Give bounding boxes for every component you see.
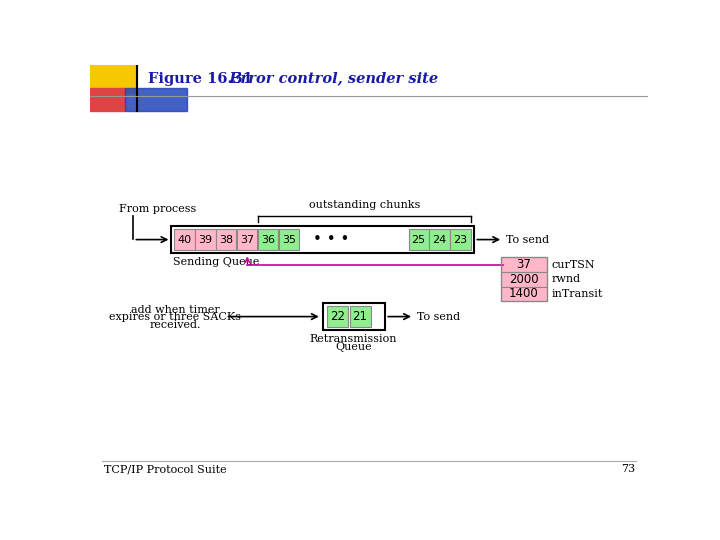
Bar bbox=[500, 257, 547, 272]
Text: 22: 22 bbox=[330, 310, 345, 323]
Text: Error control, sender site: Error control, sender site bbox=[214, 72, 438, 86]
Text: inTransit: inTransit bbox=[551, 289, 603, 299]
Bar bbox=[90, 65, 137, 93]
Bar bbox=[327, 306, 348, 327]
Text: add when timer: add when timer bbox=[131, 305, 220, 315]
Text: 39: 39 bbox=[199, 234, 212, 245]
Text: 2000: 2000 bbox=[509, 273, 539, 286]
Bar bbox=[258, 229, 279, 251]
Text: 73: 73 bbox=[621, 464, 635, 474]
Text: 23: 23 bbox=[454, 234, 467, 245]
Bar bbox=[174, 229, 194, 251]
Bar bbox=[323, 303, 384, 330]
Bar bbox=[238, 229, 258, 251]
Text: Figure 16.31: Figure 16.31 bbox=[148, 72, 253, 86]
Text: Sending Queue: Sending Queue bbox=[173, 257, 259, 267]
Bar bbox=[171, 226, 474, 253]
Text: expires or three SACKs: expires or three SACKs bbox=[109, 312, 241, 322]
Text: 36: 36 bbox=[261, 234, 275, 245]
Bar bbox=[408, 229, 428, 251]
Text: 37: 37 bbox=[240, 234, 254, 245]
Bar bbox=[429, 229, 449, 251]
Bar bbox=[500, 287, 547, 301]
Text: Queue: Queue bbox=[336, 342, 372, 352]
Bar bbox=[451, 229, 471, 251]
Text: TCP/IP Protocol Suite: TCP/IP Protocol Suite bbox=[104, 464, 227, 474]
Text: 37: 37 bbox=[516, 258, 531, 271]
Text: To send: To send bbox=[417, 312, 460, 322]
Bar bbox=[350, 306, 371, 327]
Text: From process: From process bbox=[120, 204, 197, 214]
Text: outstanding chunks: outstanding chunks bbox=[309, 200, 420, 211]
Text: 25: 25 bbox=[412, 234, 426, 245]
Text: Retransmission: Retransmission bbox=[310, 334, 397, 343]
Bar bbox=[279, 229, 300, 251]
Bar bbox=[500, 272, 547, 287]
Bar bbox=[90, 88, 125, 111]
Text: • • •: • • • bbox=[312, 232, 349, 247]
Text: 21: 21 bbox=[353, 310, 368, 323]
Bar bbox=[125, 88, 187, 111]
Text: 24: 24 bbox=[433, 234, 446, 245]
Text: received.: received. bbox=[150, 320, 201, 330]
Bar bbox=[216, 229, 236, 251]
Text: 38: 38 bbox=[220, 234, 233, 245]
Text: rwnd: rwnd bbox=[551, 274, 580, 284]
Text: To send: To send bbox=[506, 234, 549, 245]
Text: curTSN: curTSN bbox=[551, 260, 595, 269]
Text: 35: 35 bbox=[282, 234, 296, 245]
Bar bbox=[500, 257, 547, 301]
Text: 40: 40 bbox=[178, 234, 192, 245]
Bar bbox=[195, 229, 215, 251]
Text: 1400: 1400 bbox=[509, 287, 539, 300]
